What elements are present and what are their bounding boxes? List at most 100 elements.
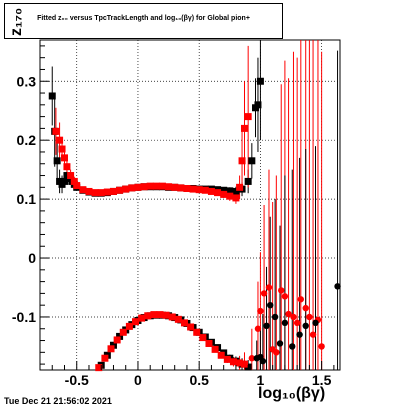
data-point xyxy=(290,313,297,321)
y-tick-label: 0 xyxy=(28,250,36,266)
data-point xyxy=(134,183,142,191)
data-point xyxy=(236,359,244,367)
data-point xyxy=(174,315,182,323)
data-point xyxy=(91,189,99,197)
data-point xyxy=(122,185,130,193)
data-point xyxy=(302,322,309,330)
data-point xyxy=(232,187,240,195)
data-point xyxy=(56,136,64,144)
x-axis-label: log₁₀(βγ) xyxy=(258,385,326,402)
data-point xyxy=(158,182,166,190)
y-tick-label: -0.1 xyxy=(12,309,36,325)
data-point xyxy=(79,186,87,194)
data-point xyxy=(146,182,154,190)
data-point xyxy=(223,355,231,363)
data-point xyxy=(189,185,197,193)
data-point xyxy=(238,157,246,165)
data-point xyxy=(236,183,244,191)
data-point xyxy=(232,194,240,202)
data-point xyxy=(201,186,209,194)
data-point xyxy=(296,331,303,338)
data-points xyxy=(48,77,341,372)
data-point xyxy=(309,331,317,338)
data-point xyxy=(109,187,117,195)
data-point xyxy=(156,311,164,319)
data-point xyxy=(183,185,191,192)
data-point xyxy=(103,188,111,196)
data-point xyxy=(144,312,152,320)
data-point xyxy=(263,322,270,330)
data-point xyxy=(248,355,256,362)
data-point xyxy=(132,318,140,326)
data-point xyxy=(63,163,71,171)
data-point xyxy=(150,311,158,319)
data-point xyxy=(302,304,309,312)
data-point xyxy=(152,182,160,190)
data-point xyxy=(334,283,341,290)
data-point xyxy=(125,322,133,330)
data-point xyxy=(289,343,296,350)
data-point xyxy=(226,187,234,195)
data-point xyxy=(259,357,267,365)
data-point xyxy=(244,113,252,121)
data-point xyxy=(140,183,148,191)
data-point xyxy=(107,345,115,353)
data-point xyxy=(60,154,68,162)
data-point xyxy=(271,313,279,321)
data-point xyxy=(177,184,185,192)
data-point xyxy=(220,190,228,198)
data-point xyxy=(180,319,188,327)
data-point xyxy=(85,187,93,195)
data-point xyxy=(53,157,61,165)
data-point xyxy=(162,311,170,319)
y-axis-label: z₁₇₀ xyxy=(8,7,25,36)
data-point xyxy=(116,332,124,340)
data-point xyxy=(240,360,248,368)
data-point xyxy=(265,284,273,291)
data-point xyxy=(293,319,301,327)
data-point xyxy=(281,293,289,300)
data-point xyxy=(240,124,248,132)
x-tick-label: 1 xyxy=(257,372,265,388)
data-point xyxy=(214,189,222,197)
y-tick-label: 0.1 xyxy=(17,191,37,207)
data-point xyxy=(267,301,274,309)
data-point xyxy=(256,77,264,85)
data-point xyxy=(217,351,225,359)
data-point xyxy=(116,186,124,194)
data-point xyxy=(205,339,213,347)
data-point xyxy=(168,313,176,321)
x-tick-label: -0.5 xyxy=(65,372,89,388)
data-point xyxy=(254,325,262,332)
data-point xyxy=(95,364,103,372)
data-point xyxy=(226,192,234,200)
data-point xyxy=(67,172,75,180)
data-point xyxy=(285,310,292,318)
data-point xyxy=(220,186,228,194)
data-point xyxy=(48,92,56,100)
data-point xyxy=(109,341,117,349)
data-point xyxy=(244,177,252,185)
data-point xyxy=(281,319,289,327)
data-point xyxy=(52,127,60,135)
data-point xyxy=(229,358,237,366)
data-point xyxy=(254,101,262,109)
data-point xyxy=(101,354,109,362)
data-point xyxy=(273,349,280,356)
data-point xyxy=(199,334,207,342)
data-point xyxy=(60,177,68,185)
data-point xyxy=(297,296,305,303)
data-point xyxy=(138,314,146,322)
data-point xyxy=(187,323,195,331)
data-point xyxy=(58,145,66,153)
data-point xyxy=(257,307,264,315)
data-point xyxy=(70,177,78,185)
data-point xyxy=(260,290,268,297)
data-point xyxy=(73,182,81,190)
data-point xyxy=(318,343,325,350)
data-point xyxy=(171,183,179,191)
data-point xyxy=(276,340,284,347)
data-point xyxy=(165,183,173,191)
chart-title: Fitted z₀₀ versus TpcTrackLength and log… xyxy=(37,15,250,22)
